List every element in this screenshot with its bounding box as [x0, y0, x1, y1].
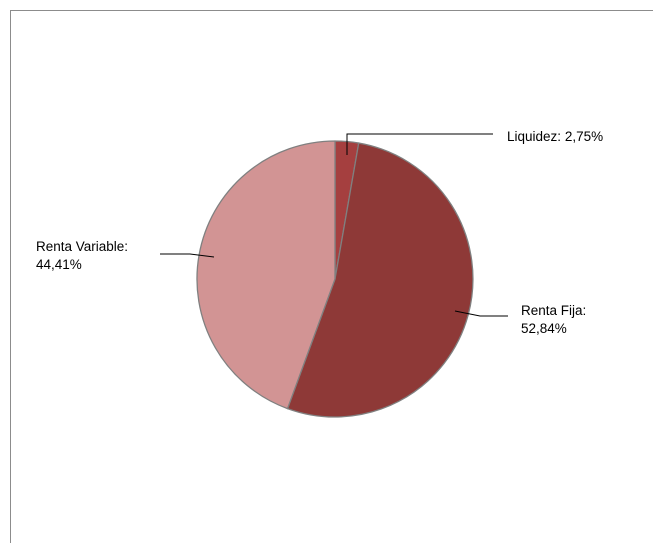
pie-slices: [196, 140, 474, 418]
slice-label-renta-variable-name: Renta Variable:: [36, 239, 128, 254]
slice-label-renta-fija-name: Renta Fija:: [521, 303, 586, 318]
leader-line-renta-variable: [160, 253, 215, 258]
slice-label-liquidez: Liquidez: 2,75%: [507, 129, 603, 144]
slice-label-liquidez-name: Liquidez:: [507, 129, 561, 144]
leader-line-liquidez: [346, 133, 493, 155]
slice-label-renta-fija: Renta Fija: 52,84%: [521, 303, 586, 336]
leader-line-renta-fija: [454, 310, 508, 317]
pie-slice-renta-fija: [286, 142, 474, 418]
slice-label-liquidez-text: Liquidez: 2,75%: [507, 129, 603, 144]
slice-label-renta-variable-value: 44,41%: [36, 257, 82, 272]
chart-frame: [10, 10, 653, 543]
slice-label-renta-variable: Renta Variable: 44,41%: [36, 239, 128, 272]
slice-label-liquidez-value: 2,75%: [565, 129, 603, 144]
leader-lines: [160, 133, 508, 317]
slice-label-renta-fija-value: 52,84%: [521, 321, 567, 336]
